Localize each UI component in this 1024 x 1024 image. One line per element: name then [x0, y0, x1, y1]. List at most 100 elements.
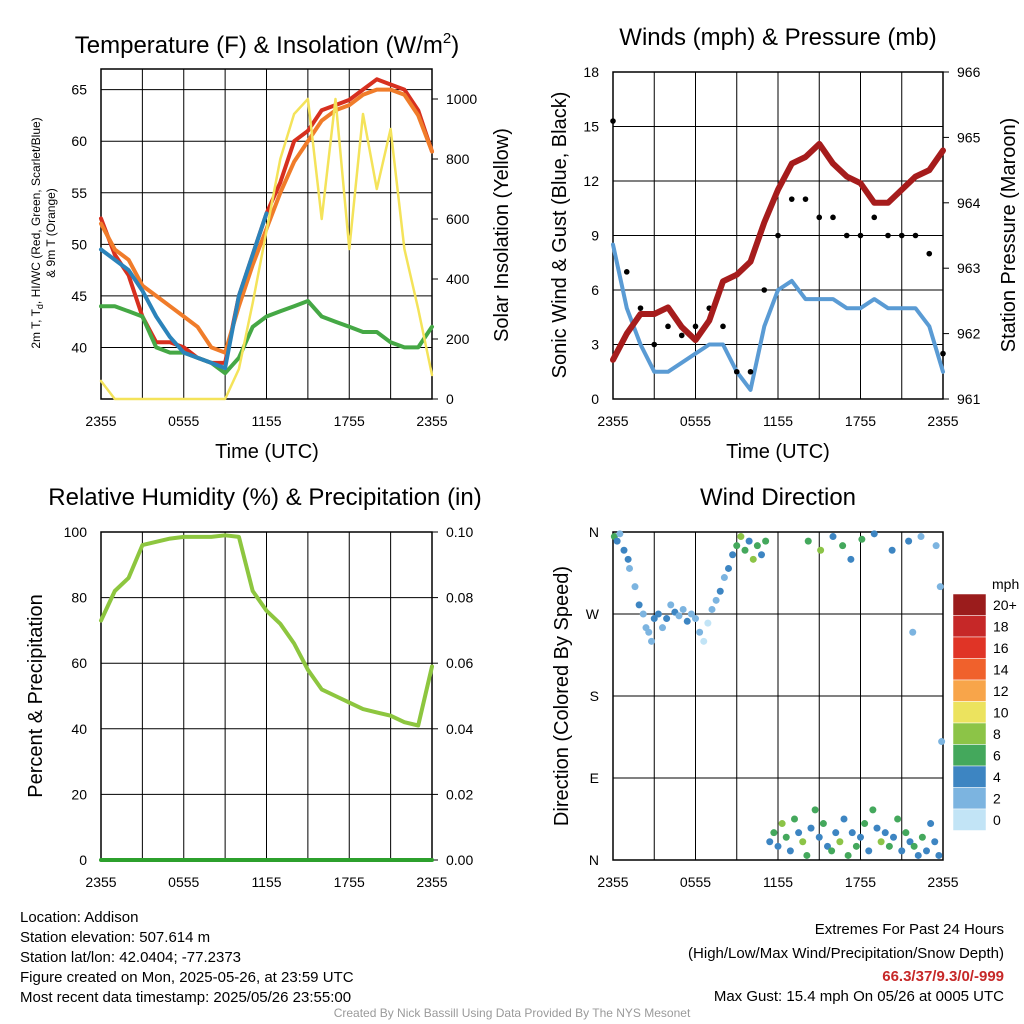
direction-point [923, 847, 930, 855]
direction-point [917, 533, 925, 541]
winds-ytick-label: 9 [591, 228, 599, 244]
legend-label: 0 [993, 812, 1001, 828]
temp-y2tick-label: 800 [446, 151, 470, 167]
direction-point [905, 537, 913, 545]
winds-xtick-label: 1755 [845, 413, 876, 429]
humidity-y2tick-label: 0.10 [446, 524, 473, 540]
direction-point [708, 605, 716, 613]
direction-point [749, 555, 757, 563]
direction-xtick-label: 2355 [927, 874, 958, 890]
direction-point [840, 815, 848, 823]
humidity-chart-title: Relative Humidity (%) & Precipitation (i… [48, 484, 481, 511]
direction-point [811, 806, 819, 814]
direction-point [829, 533, 837, 541]
direction-chart-title: Wind Direction [700, 484, 856, 511]
temperature-ylabel-left-line2: & 9m T (Orange) [44, 188, 58, 278]
humidity-ylabel-left: Percent & Precipitation [25, 594, 47, 797]
legend-swatch [952, 765, 987, 788]
legend-label: 18 [993, 619, 1009, 635]
humidity-xtick-label: 1155 [251, 874, 281, 890]
direction-point [877, 838, 885, 846]
legend-swatch [952, 701, 987, 724]
direction-point [733, 542, 741, 550]
direction-point [650, 615, 658, 623]
humidity-ytick-label: 20 [71, 786, 87, 802]
winds-series-2 [610, 140, 946, 363]
direction-point [935, 851, 943, 859]
winds-series-0 [611, 242, 945, 392]
gust-point [816, 214, 823, 221]
winds-xtick-label: 1155 [763, 413, 793, 429]
temp-y2tick-label: 1000 [446, 91, 477, 107]
direction-point [815, 833, 823, 841]
temp-y2tick-label: 200 [446, 331, 470, 347]
direction-point [807, 824, 815, 832]
humidity-series-0 [99, 533, 434, 728]
direction-point [675, 612, 683, 620]
direction-point [836, 838, 844, 846]
winds-y2tick-label: 964 [957, 195, 981, 211]
gust-point [871, 214, 878, 221]
humidity-ytick-label: 60 [71, 655, 87, 671]
legend-swatch [952, 593, 987, 616]
direction-ytick-label: S [590, 688, 599, 704]
direction-point [847, 555, 855, 563]
direction-point [870, 530, 878, 538]
direction-point [852, 842, 860, 850]
extremes-title: Extremes For Past 24 Hours [814, 921, 1004, 938]
direction-point [848, 829, 856, 837]
winds-xtick-label: 0555 [680, 413, 711, 429]
direction-point [910, 842, 918, 850]
direction-point [774, 842, 782, 850]
temperature-chart-title: Temperature (F) & Insolation (W/m2) [75, 30, 459, 59]
legend-swatch [952, 679, 987, 702]
direction-point [858, 535, 866, 543]
direction-point [712, 596, 720, 604]
direction-point [938, 738, 946, 746]
gust-point [775, 232, 781, 239]
legend-label: 12 [993, 683, 1009, 699]
direction-point [865, 847, 873, 855]
legend-label: 2 [993, 791, 1001, 807]
direction-point [817, 546, 825, 554]
direction-point [766, 838, 774, 846]
direction-point [648, 637, 655, 645]
legend-label: 8 [993, 726, 1001, 742]
direction-point [679, 605, 687, 613]
station-location: Location: Addison [20, 909, 139, 926]
winds-y2tick-label: 962 [957, 326, 981, 342]
direction-point [861, 820, 869, 828]
direction-point [624, 555, 632, 563]
direction-point [931, 838, 939, 846]
direction-point [696, 628, 704, 636]
direction-point [737, 533, 745, 541]
direction-point [659, 624, 666, 632]
temp-xtick-label: 1155 [251, 413, 281, 429]
direction-point [894, 815, 902, 823]
temperature-ylabel-right: Solar Insolation (Yellow) [491, 128, 513, 342]
direction-point [778, 820, 786, 828]
winds-ytick-label: 12 [583, 173, 599, 189]
winds-xtick-label: 2355 [927, 413, 958, 429]
winds-y2tick-label: 965 [957, 129, 981, 145]
gust-point [692, 323, 699, 330]
direction-frame [612, 531, 944, 861]
direction-point [639, 610, 647, 618]
temperature-ylabel-left: 2m T, Td, HI/WC (Red, Green, Scarlet/Blu… [29, 117, 45, 348]
direction-point [720, 574, 728, 582]
direction-point [888, 546, 896, 554]
temp-xtick-label: 2355 [416, 413, 447, 429]
humidity-y2tick-label: 0.02 [446, 786, 473, 802]
direction-point [758, 551, 765, 559]
winds-ylabel-left: Sonic Wind & Gust (Blue, Black) [549, 92, 571, 379]
humidity-ytick-label: 40 [71, 721, 87, 737]
temp-series-3 [99, 211, 269, 371]
legend-label: 4 [993, 769, 1001, 785]
direction-point [616, 530, 624, 538]
direction-point [839, 542, 847, 550]
temp-ytick-label: 65 [71, 82, 87, 98]
direction-point [932, 542, 940, 550]
extremes-block: Extremes For Past 24 Hours (High/Low/Max… [688, 920, 1004, 1007]
direction-point [654, 610, 662, 618]
gust-point [857, 232, 864, 239]
